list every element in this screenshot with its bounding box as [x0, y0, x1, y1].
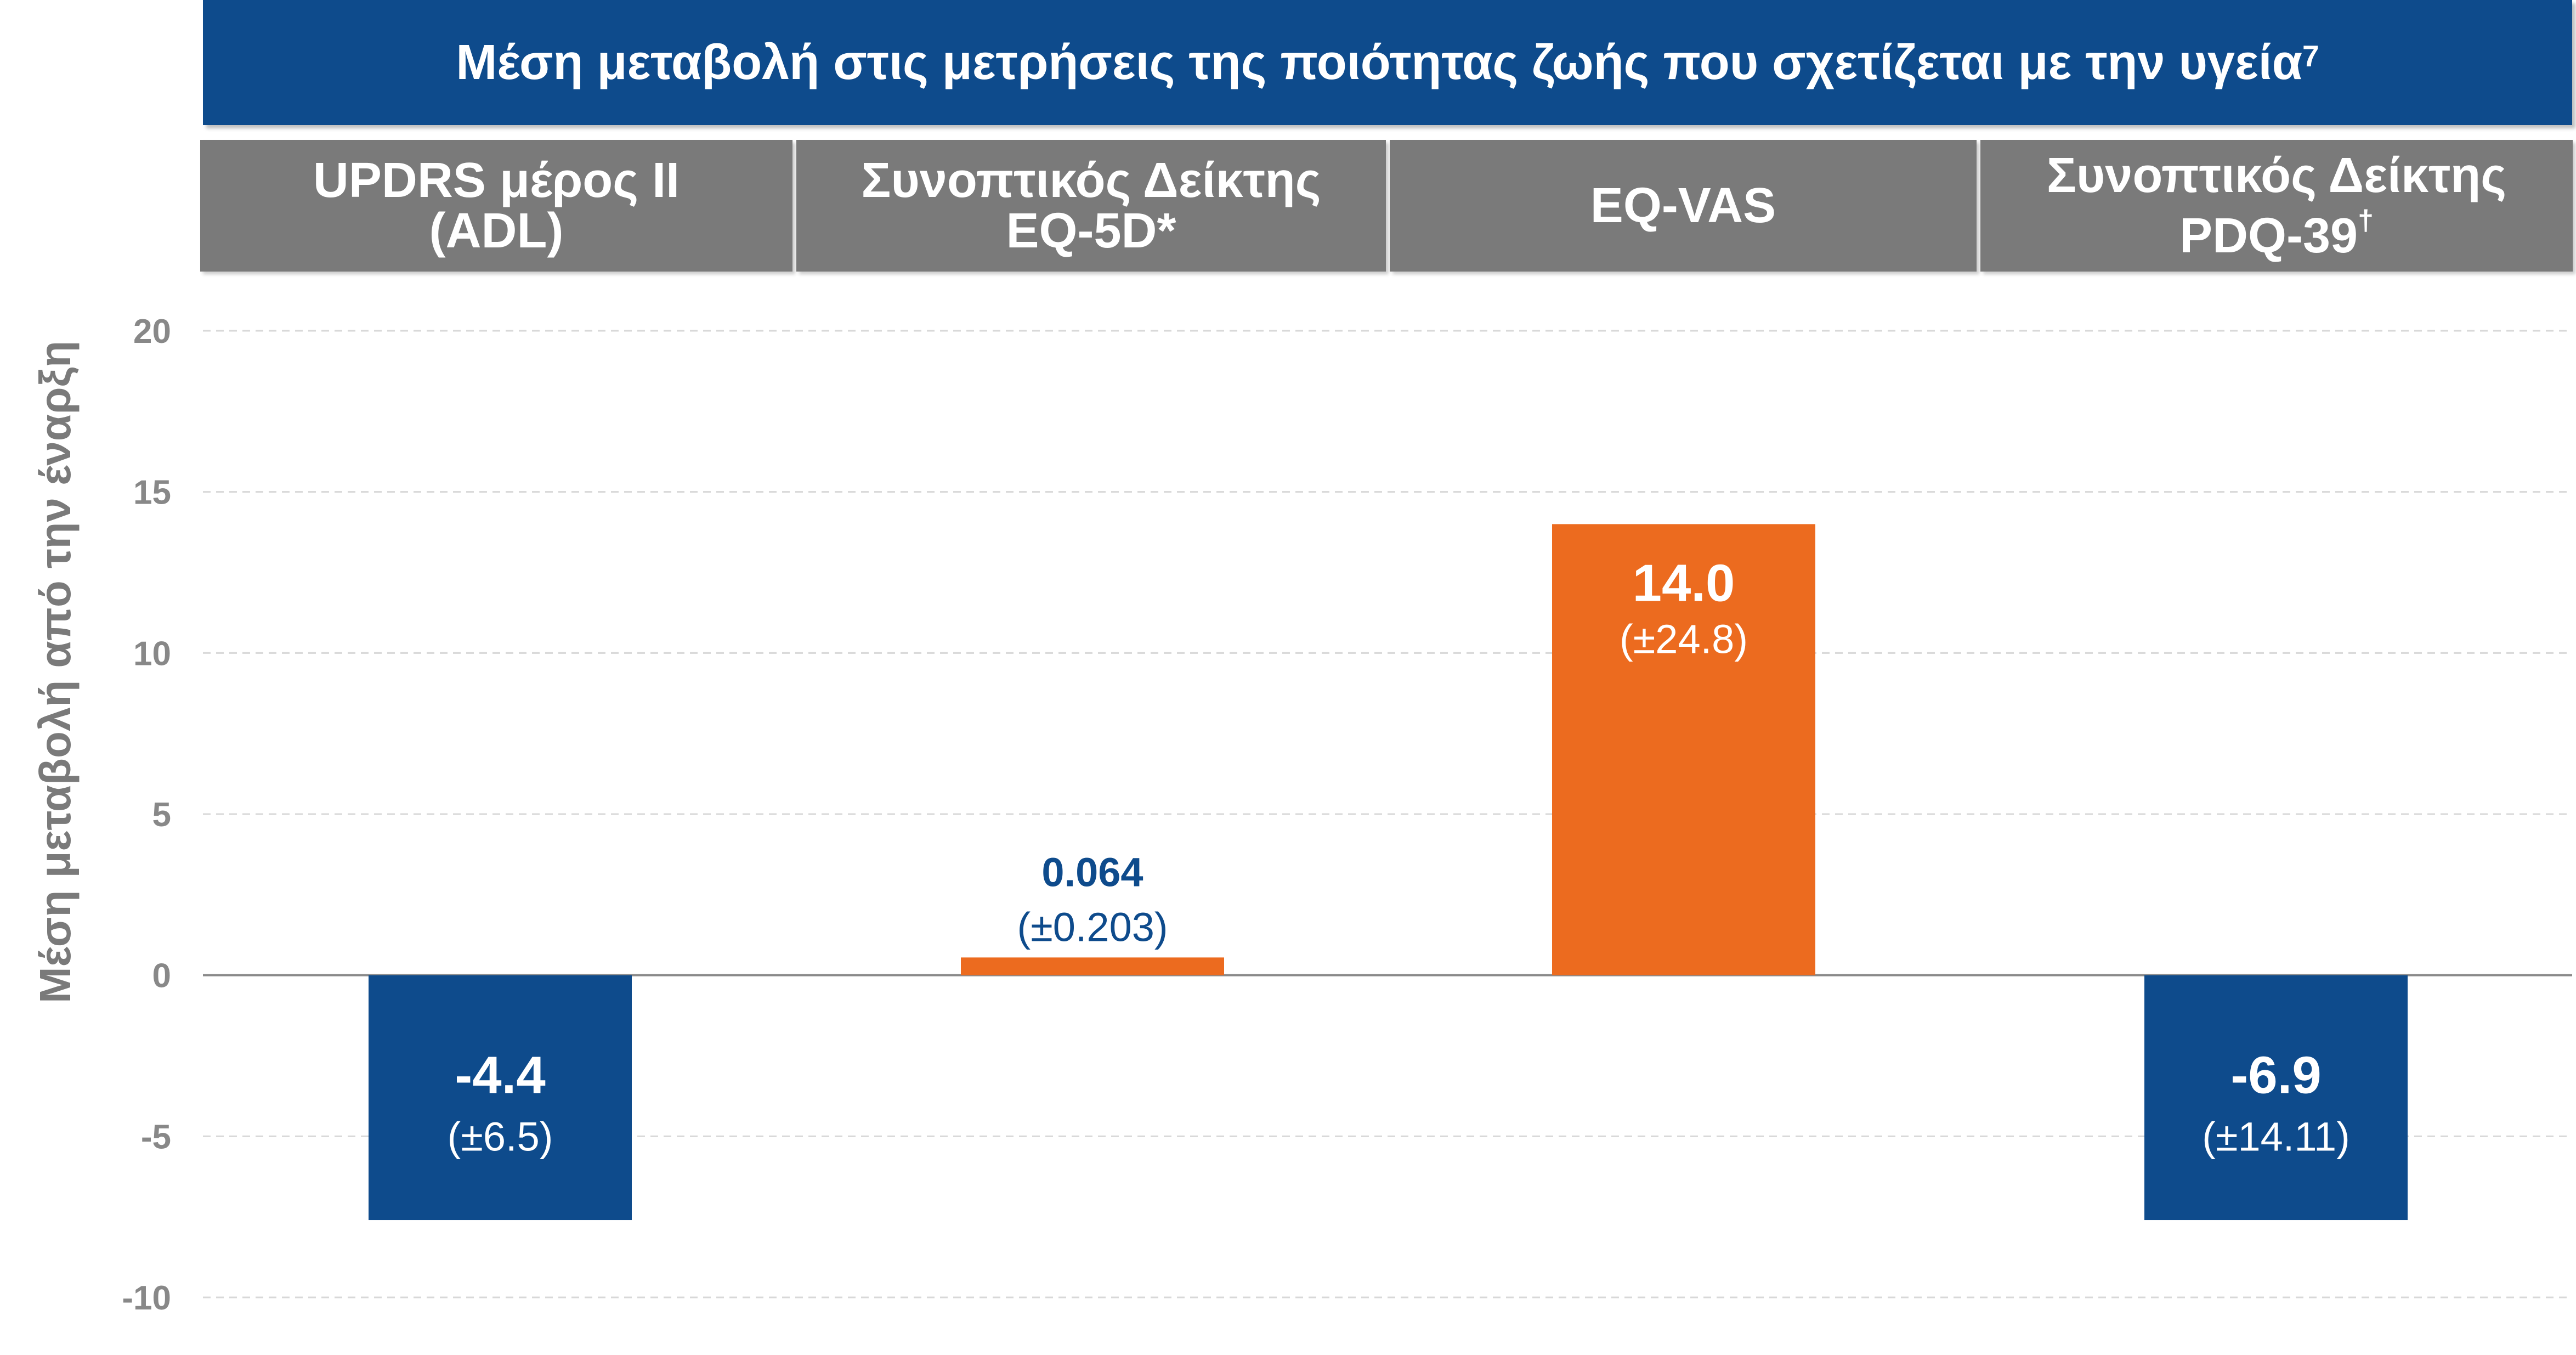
- bars: [369, 524, 2408, 1221]
- chart-title-banner: Μέση μεταβολή στις μετρήσεις της ποιότητ…: [203, 0, 2572, 125]
- bar-value-label: -4.4: [455, 1046, 545, 1105]
- y-tick-label: -10: [122, 1279, 171, 1317]
- y-tick-label: 5: [152, 796, 171, 834]
- header-line1: Συνοπτικός Δείκτης: [2046, 148, 2507, 203]
- header-line1: UPDRS μέρος II: [313, 153, 680, 208]
- header-footnote-marker: †: [2358, 205, 2374, 236]
- y-axis-label: Μέση μεταβολή από την έναρξη: [31, 341, 80, 1003]
- y-tick-label: -5: [141, 1118, 171, 1156]
- header-line1: EQ-VAS: [1590, 178, 1776, 233]
- y-tick-label: 0: [152, 957, 171, 995]
- bar: [1552, 524, 1815, 975]
- y-axis: 20 15 10 5 0 -5 -10: [122, 313, 171, 1317]
- bar: [961, 957, 1224, 975]
- category-header-eq5d: Συνοπτικός Δείκτης EQ-5D*: [796, 140, 1386, 272]
- data-labels: -4.4 (±6.5) 0.064 (±0.203) 14.0(±24.8) -6.9 (±…: [448, 554, 2350, 1159]
- category-header-pdq39: Συνοπτικός Δείκτης PDQ-39†: [1980, 140, 2573, 272]
- header-line2: (ADL): [429, 204, 564, 258]
- bar-error-label: (±6.5): [448, 1114, 553, 1160]
- category-header-eqvas: EQ-VAS: [1390, 140, 1977, 272]
- header-line1: Συνοπτικός Δείκτης: [861, 153, 1321, 208]
- title-footnote-marker: 7: [2302, 39, 2319, 73]
- chart-title: Μέση μεταβολή στις μετρήσεις της ποιότητ…: [456, 35, 2303, 90]
- bar-error-label: (±0.203): [1017, 904, 1168, 950]
- header-line2: PDQ-39: [2179, 208, 2358, 263]
- category-header-updrs: UPDRS μέρος II (ADL): [200, 140, 792, 272]
- y-tick-label: 10: [133, 635, 171, 673]
- y-tick-label: 20: [133, 313, 171, 351]
- header-line2: EQ-5D*: [1006, 204, 1176, 258]
- bar: [2144, 975, 2408, 1221]
- bar-value-label: 0.064: [1041, 849, 1143, 895]
- bar-value-label: -6.9: [2230, 1046, 2321, 1105]
- bar: [369, 975, 632, 1221]
- y-tick-label: 15: [133, 474, 171, 512]
- bar-error-label: (±14.11): [2202, 1114, 2350, 1160]
- bar-value-label: 14.0: [1633, 554, 1735, 612]
- bar-error-label: (±24.8): [1620, 616, 1748, 662]
